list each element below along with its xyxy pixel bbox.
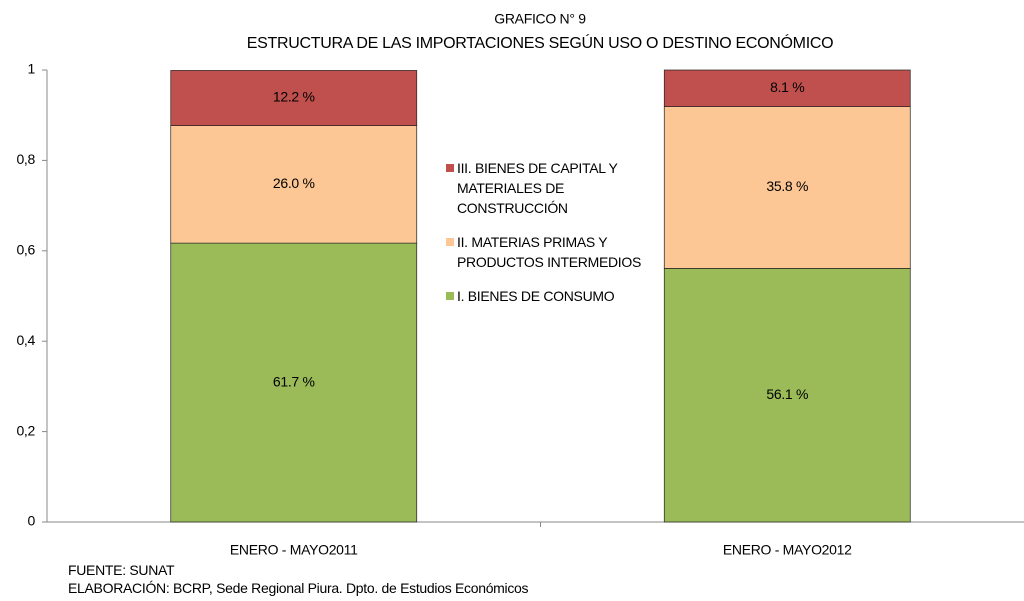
value-label: 8.1 %	[770, 79, 804, 95]
y-tick-label: 0,2	[16, 422, 35, 438]
legend-swatch	[446, 238, 454, 246]
value-label: 12.2 %	[273, 89, 315, 105]
bar-segment	[663, 106, 911, 269]
legend-swatch	[446, 164, 454, 172]
value-label: 61.7 %	[273, 373, 315, 389]
legend: III. BIENES DE CAPITAL Y MATERIALES DE C…	[446, 158, 646, 320]
x-tick-label: ENERO - MAYO2012	[723, 542, 852, 558]
y-tick-label: 0,4	[16, 332, 35, 348]
value-label: 35.8 %	[766, 178, 808, 194]
bar-segment	[170, 125, 418, 244]
value-label: 26.0 %	[273, 175, 315, 191]
legend-entry: II. MATERIAS PRIMAS Y PRODUCTOS INTERMED…	[446, 232, 646, 272]
legend-entry: I. BIENES DE CONSUMO	[446, 286, 646, 306]
y-tick-label: 0	[28, 513, 36, 529]
legend-label: I. BIENES DE CONSUMO	[457, 288, 615, 304]
legend-entry: III. BIENES DE CAPITAL Y MATERIALES DE C…	[446, 158, 646, 218]
legend-swatch	[446, 292, 454, 300]
y-tick-label: 0,8	[16, 151, 35, 167]
legend-label: III. BIENES DE CAPITAL Y MATERIALES DE C…	[457, 160, 618, 216]
x-tick-label: ENERO - MAYO2011	[230, 542, 358, 558]
chart-subtitle: ESTRUCTURA DE LAS IMPORTACIONES SEGÚN US…	[247, 33, 834, 52]
y-tick-label: 1	[28, 61, 36, 77]
credit-note: ELABORACIÓN: BCRP, Sede Regional Piura. …	[68, 580, 529, 596]
source-note: FUENTE: SUNAT	[68, 562, 175, 578]
chart-title: GRAFICO N° 9	[494, 11, 586, 27]
legend-label: II. MATERIAS PRIMAS Y PRODUCTOS INTERMED…	[457, 234, 642, 270]
bar-segment	[170, 70, 418, 126]
bar-segment	[663, 69, 911, 107]
y-tick-label: 0,6	[16, 242, 35, 258]
value-label: 56.1 %	[766, 386, 808, 402]
bar-segment	[170, 242, 418, 523]
